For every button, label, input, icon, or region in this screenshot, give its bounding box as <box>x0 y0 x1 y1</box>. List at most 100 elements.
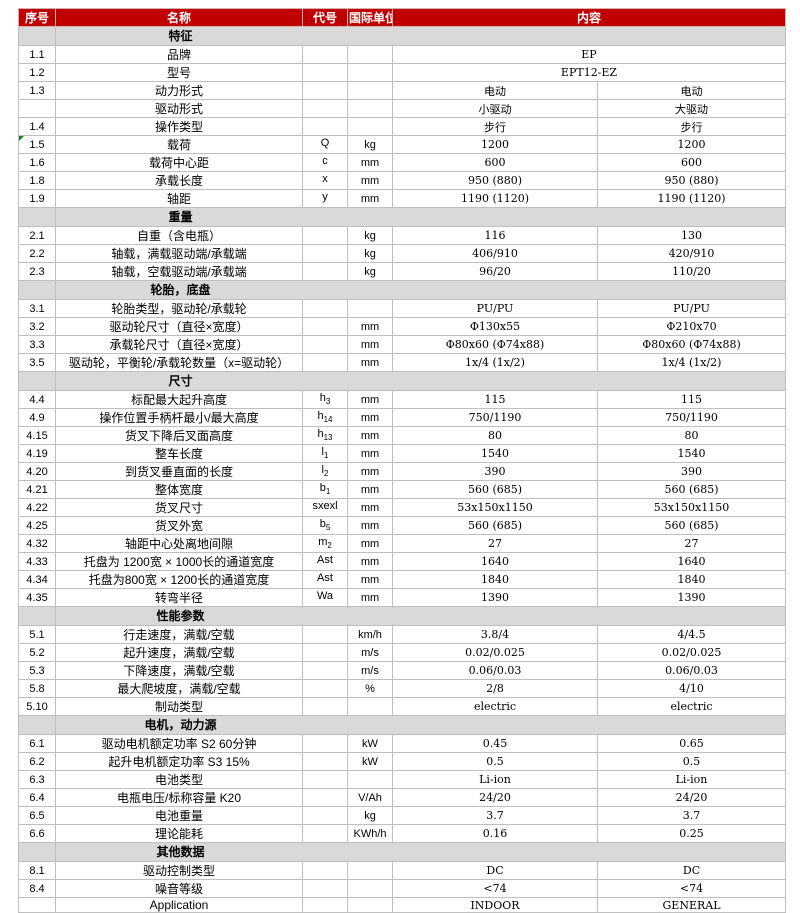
cell-name: 型号 <box>55 63 303 82</box>
cell-name: 货叉外宽 <box>55 516 303 535</box>
table-row: 6.4 电瓶电压/标称容量 K20 V/Ah 24/20 24/20 <box>18 788 787 807</box>
cell-name: 转弯半径 <box>55 588 303 607</box>
cell-name: 驱动电机额定功率 S2 60分钟 <box>55 734 303 753</box>
cell-name: 承载轮尺寸（直径×宽度） <box>55 335 303 354</box>
table-row: 4.9 操作位置手柄杆最小/最大高度 h14 mm 750/1190 750/1190 <box>18 408 787 427</box>
table-row: 6.3 电池类型 Li-ion Li-ion <box>18 770 787 789</box>
cell-code: h13 <box>302 426 348 445</box>
cell-code <box>302 335 348 354</box>
cell-code <box>302 643 348 662</box>
cell-code <box>302 99 348 118</box>
cell-row-no: 4.9 <box>18 408 56 427</box>
table-row: 1.2 型号 EPT12-EZ <box>18 63 787 82</box>
cell-name: 起升电机额定功率 S3 15% <box>55 752 303 771</box>
cell-row-no: 6.2 <box>18 752 56 771</box>
table-header: 序号 名称 代号 国际单位 内容 <box>18 8 787 27</box>
section-no-cell <box>18 280 56 300</box>
code-symbol: h <box>319 392 326 405</box>
cell-value-right: Li-ion <box>596 770 787 789</box>
cell-value-right: <74 <box>596 879 787 898</box>
cell-value-right: 750/1190 <box>596 408 787 427</box>
cell-value-left: 27 <box>392 534 598 553</box>
code-symbol: h <box>317 428 324 441</box>
cell-name: 货叉尺寸 <box>55 498 303 517</box>
cell-unit <box>347 770 393 789</box>
section-title: 其他数据 <box>156 845 205 859</box>
header-col-name: 名称 <box>55 8 303 27</box>
cell-value-left: Φ80x60 (Φ74x88) <box>392 335 598 354</box>
cell-unit: km/h <box>347 625 393 644</box>
cell-value-left: 3.7 <box>392 806 598 825</box>
cell-code: h3 <box>302 390 348 409</box>
code-subscript: 5 <box>325 523 331 533</box>
cell-row-no: 3.2 <box>18 317 56 336</box>
code-symbol: c <box>322 155 328 168</box>
code-symbol: x <box>322 173 328 186</box>
section-row: 尺寸 <box>18 371 787 391</box>
cell-value-left: 0.06/0.03 <box>392 661 598 680</box>
section-title-cell: 重量 <box>54 207 787 227</box>
cell-unit: kW <box>347 734 393 753</box>
table-row: 8.4 噪音等级 <74 <74 <box>18 879 787 898</box>
cell-value-left: DC <box>392 861 598 880</box>
cell-name: 操作类型 <box>55 117 303 136</box>
cell-name: 驱动控制类型 <box>55 861 303 880</box>
cell-unit: mm <box>347 498 393 517</box>
cell-value-merged: EP <box>391 45 787 64</box>
table-row: 3.3 承载轮尺寸（直径×宽度） mm Φ80x60 (Φ74x88) Φ80x60 (… <box>18 335 787 354</box>
table-row: 2.1 自重（含电瓶） kg 116 130 <box>18 226 787 245</box>
cell-unit: mm <box>347 153 393 172</box>
table-row: 4.21 整体宽度 b1 mm 560 (685) 560 (685) <box>18 480 787 499</box>
cell-code: Ast <box>302 570 348 589</box>
cell-row-no: 1.1 <box>18 45 56 64</box>
section-no-cell <box>18 842 56 862</box>
cell-value-left: 1840 <box>392 570 598 589</box>
cell-name: 驱动轮，平衡轮/承载轮数量（x=驱动轮） <box>55 353 303 372</box>
cell-value-right: Φ80x60 (Φ74x88) <box>596 335 787 354</box>
cell-value-left: 小驱动 <box>392 99 598 118</box>
cell-code: Wa <box>302 588 348 607</box>
cell-code <box>302 353 348 372</box>
cell-value-right: 0.65 <box>596 734 787 753</box>
cell-unit: kg <box>347 226 393 245</box>
cell-unit <box>347 81 393 100</box>
cell-row-no: 4.35 <box>18 588 56 607</box>
cell-row-no: 5.10 <box>18 697 56 716</box>
cell-row-no: 2.3 <box>18 262 56 281</box>
cell-code <box>302 734 348 753</box>
cell-unit: mm <box>347 444 393 463</box>
section-title: 轮胎，底盘 <box>150 283 211 297</box>
cell-value-merged: EPT12-EZ <box>391 63 787 82</box>
code-symbol: Wa <box>316 590 334 603</box>
section-row: 其他数据 <box>18 842 787 862</box>
table-row: 6.5 电池重量 kg 3.7 3.7 <box>18 806 787 825</box>
cell-code <box>302 45 348 64</box>
cell-unit: % <box>347 679 393 698</box>
cell-unit: KWh/h <box>347 824 393 843</box>
table-row: 3.1 轮胎类型，驱动轮/承载轮 PU/PU PU/PU <box>18 299 787 318</box>
cell-unit <box>347 99 393 118</box>
cell-value-right: 1540 <box>596 444 787 463</box>
cell-name: 整车长度 <box>55 444 303 463</box>
cell-unit: m/s <box>347 661 393 680</box>
header-col-unit: 国际单位 <box>347 8 393 27</box>
cell-unit: mm <box>347 480 393 499</box>
section-no-cell <box>18 606 56 626</box>
cell-row-no <box>18 896 56 913</box>
cell-unit: kg <box>347 244 393 263</box>
cell-row-no: 4.33 <box>18 552 56 571</box>
cell-code: h14 <box>302 408 348 427</box>
cell-unit: mm <box>347 317 393 336</box>
spec-table-body: 特征 1.1 品牌 EP 1.2 型号 EPT12-EZ 1.3 动力形式 电动 电动 驱动形式 小驱动… <box>18 26 787 913</box>
cell-value-right: 1390 <box>596 588 787 607</box>
cell-value-right: 950 (880) <box>596 171 787 190</box>
cell-value-left: 115 <box>392 390 598 409</box>
cell-unit: mm <box>347 588 393 607</box>
section-no-cell <box>18 207 56 227</box>
cell-value-right: 电动 <box>596 81 787 100</box>
table-row: 4.35 转弯半径 Wa mm 1390 1390 <box>18 588 787 607</box>
cell-code <box>302 770 348 789</box>
cell-value-right: 0.5 <box>596 752 787 771</box>
cell-value-right: 560 (685) <box>596 516 787 535</box>
cell-value-left: 2/8 <box>392 679 598 698</box>
